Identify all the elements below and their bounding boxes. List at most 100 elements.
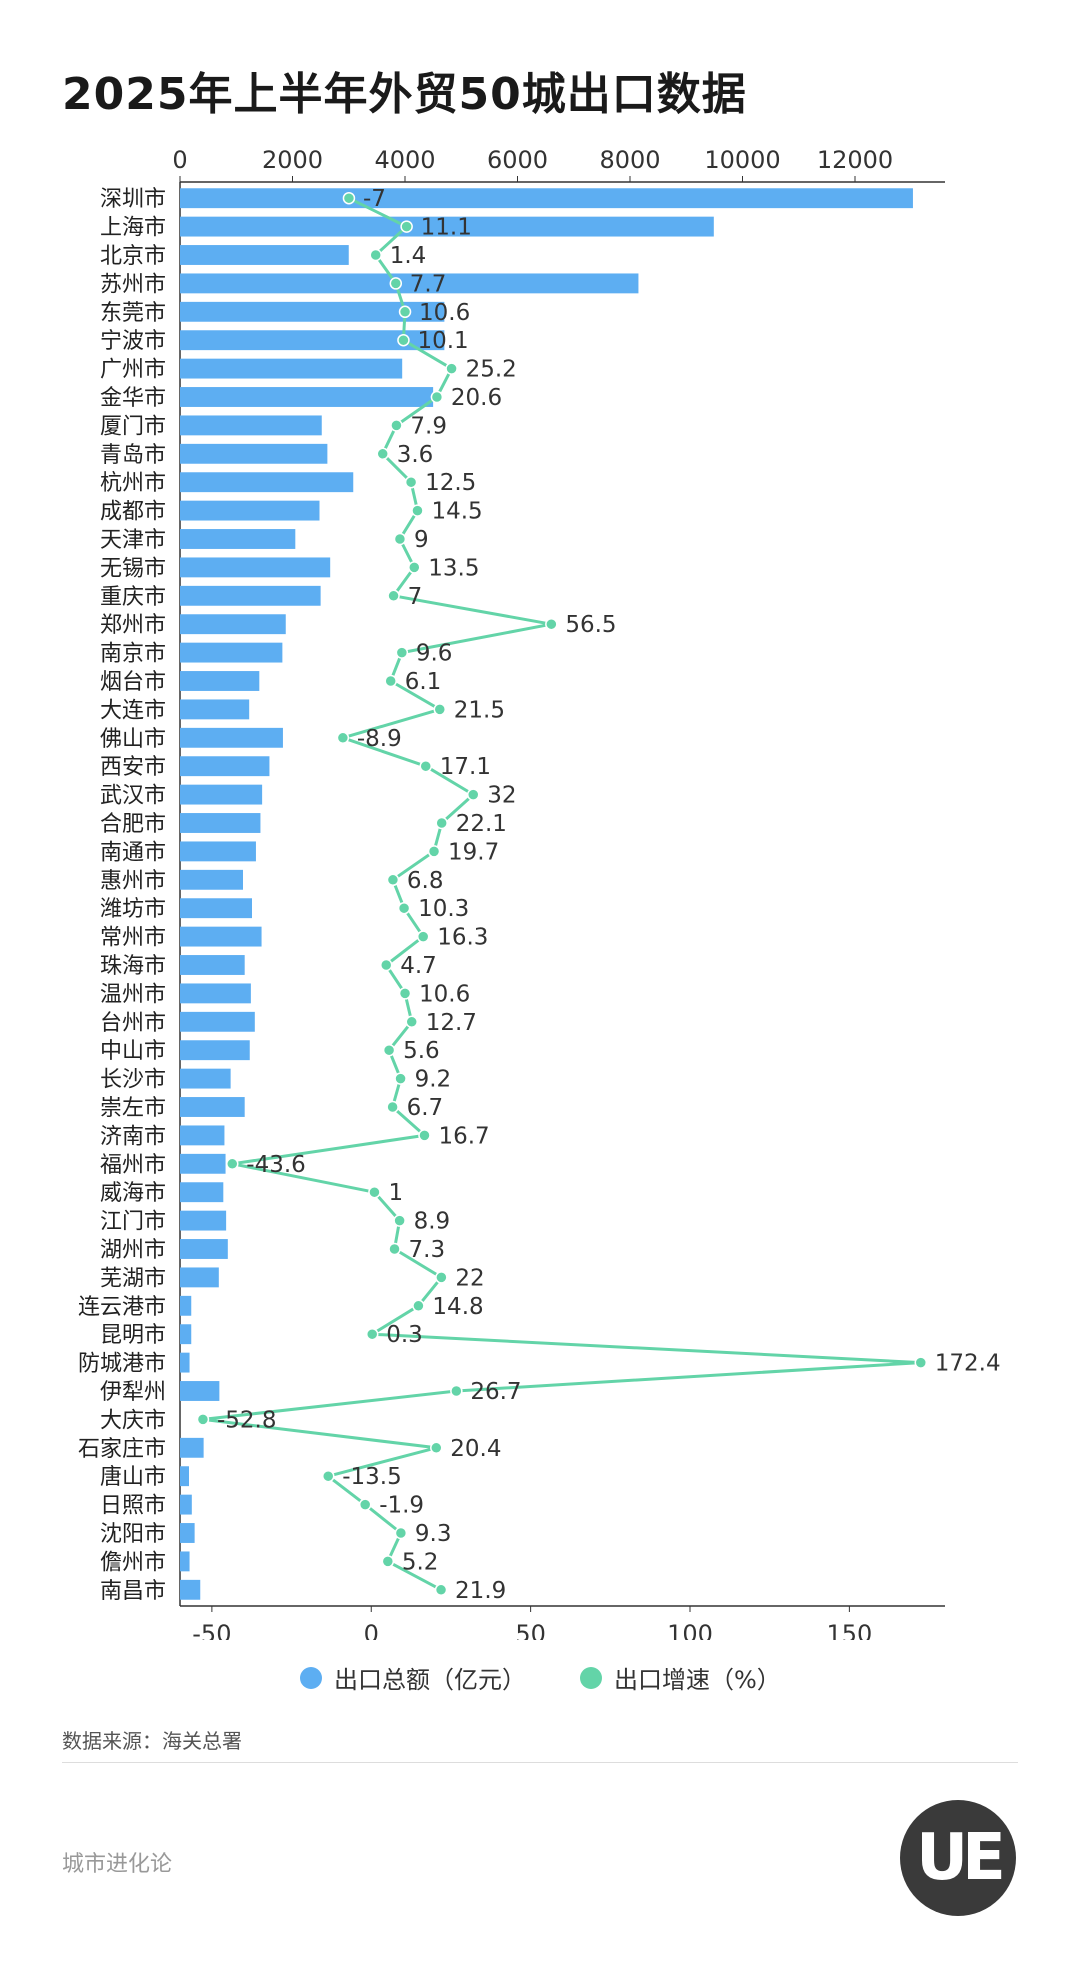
growth-point xyxy=(387,589,400,603)
growth-point xyxy=(398,987,412,1000)
growth-data-label: 10.1 xyxy=(417,328,468,354)
growth-data-label: 10.3 xyxy=(418,896,469,922)
growth-data-label: 20.4 xyxy=(450,1436,501,1462)
growth-point xyxy=(390,419,403,432)
growth-point xyxy=(398,305,412,319)
growth-data-label: -13.5 xyxy=(342,1464,402,1490)
category-label: 江门市 xyxy=(100,1210,166,1235)
growth-point xyxy=(430,390,444,404)
category-label: 珠海市 xyxy=(100,954,166,979)
category-label: 崇左市 xyxy=(100,1096,166,1121)
category-label: 台州市 xyxy=(100,1011,166,1036)
bar xyxy=(180,472,354,493)
category-label: 成都市 xyxy=(100,500,166,525)
growth-data-label: 12.7 xyxy=(426,1010,477,1036)
bar xyxy=(180,841,256,862)
category-label: 重庆市 xyxy=(100,585,166,610)
growth-data-label: 12.5 xyxy=(425,470,476,496)
bottom-axis-tick-label: 100 xyxy=(667,1620,713,1640)
category-label: 沈阳市 xyxy=(100,1522,166,1547)
category-label: 金华市 xyxy=(100,386,166,411)
growth-point xyxy=(394,1072,407,1085)
category-label: 合肥市 xyxy=(100,812,166,837)
bar xyxy=(180,614,286,635)
bar xyxy=(180,1125,225,1146)
growth-point xyxy=(419,759,433,773)
category-label: 郑州市 xyxy=(100,613,166,638)
growth-data-label: 7.7 xyxy=(410,271,447,297)
growth-point xyxy=(408,561,421,574)
growth-point xyxy=(196,1413,210,1426)
growth-data-label: 4.7 xyxy=(400,953,437,979)
bar xyxy=(180,1267,219,1288)
legend-label-export-growth: 出口增速（%） xyxy=(614,1666,781,1694)
growth-data-label: 22.1 xyxy=(456,811,507,837)
top-axis-tick-label: 0 xyxy=(172,146,187,174)
category-label: 长沙市 xyxy=(100,1068,166,1093)
growth-point xyxy=(382,1043,396,1057)
category-label: 无锡市 xyxy=(100,556,166,581)
growth-point xyxy=(467,788,480,801)
category-label: 宁波市 xyxy=(100,329,166,354)
category-label: 惠州市 xyxy=(100,869,166,894)
growth-data-label: 0.3 xyxy=(386,1322,423,1348)
category-label: 威海市 xyxy=(100,1181,166,1206)
data-source-note: 数据来源：海关总署 xyxy=(62,1729,242,1753)
chart-title: 2025年上半年外贸50城出口数据 xyxy=(62,69,747,120)
growth-data-label: 26.7 xyxy=(470,1379,521,1405)
bar xyxy=(180,898,252,919)
bar xyxy=(180,301,445,322)
growth-point xyxy=(395,646,409,659)
category-label: 石家庄市 xyxy=(78,1437,166,1462)
growth-data-label: 13.5 xyxy=(428,555,479,581)
bar xyxy=(180,415,322,436)
bar xyxy=(180,1295,192,1316)
legend-label-export-total: 出口总额（亿元） xyxy=(334,1666,526,1694)
bar xyxy=(180,1068,231,1089)
growth-point xyxy=(445,362,458,375)
growth-point xyxy=(411,504,424,517)
growth-point xyxy=(394,1526,408,1540)
category-label: 武汉市 xyxy=(100,784,166,809)
bar xyxy=(180,188,913,209)
growth-data-label: 10.6 xyxy=(419,300,470,326)
growth-point xyxy=(416,930,430,943)
category-label: 青岛市 xyxy=(100,443,166,468)
growth-data-label: 11.1 xyxy=(421,215,472,241)
category-label: 湖州市 xyxy=(100,1238,166,1263)
growth-data-label: 21.9 xyxy=(455,1578,506,1604)
growth-point xyxy=(358,1498,372,1511)
growth-data-label: 1 xyxy=(388,1180,403,1206)
bottom-axis-tick-label: 0 xyxy=(364,1620,379,1640)
bar xyxy=(180,671,260,691)
bar xyxy=(180,1352,190,1373)
category-label: 北京市 xyxy=(100,244,166,269)
growth-data-label: 14.5 xyxy=(431,499,482,525)
bar xyxy=(180,500,320,521)
growth-point xyxy=(386,873,400,887)
growth-data-label: 10.6 xyxy=(419,981,470,1007)
bar xyxy=(180,273,639,294)
growth-point xyxy=(379,958,393,972)
category-label: 东莞市 xyxy=(100,301,166,326)
growth-data-label: 7.9 xyxy=(410,413,447,439)
combo-chart: 0 2000 4000 6000 8000 10000 12000 -50 0 50 100 150 深… xyxy=(78,146,1001,1640)
growth-data-label: 9 xyxy=(414,527,429,553)
top-axis-tick-label: 12000 xyxy=(817,146,893,174)
bar xyxy=(180,983,251,1004)
category-label: 南京市 xyxy=(100,642,166,667)
growth-data-label: 5.6 xyxy=(403,1038,440,1064)
bar xyxy=(180,387,434,407)
growth-data-label: -7 xyxy=(363,186,386,212)
bar xyxy=(180,926,262,947)
growth-point xyxy=(434,1583,448,1597)
growth-point xyxy=(405,1015,418,1029)
growth-point xyxy=(389,277,403,290)
growth-point xyxy=(336,731,350,745)
growth-data-label: 16.3 xyxy=(437,925,488,951)
bar xyxy=(180,1210,227,1231)
category-label: 南昌市 xyxy=(100,1579,166,1604)
category-label: 中山市 xyxy=(100,1039,166,1064)
bar xyxy=(180,1097,245,1117)
category-label: 上海市 xyxy=(100,216,166,241)
